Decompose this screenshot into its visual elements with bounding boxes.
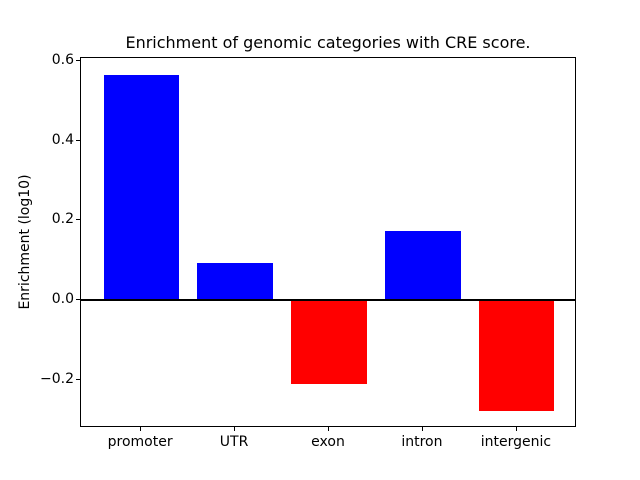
bar-promoter [103, 74, 179, 301]
x-tick-mark [421, 427, 423, 431]
x-tick-mark [234, 427, 236, 431]
y-tick-label: 0.4 [51, 131, 74, 148]
x-tick-mark [515, 427, 517, 431]
plot-area [80, 57, 576, 427]
y-tick-mark [76, 299, 80, 301]
chart-title: Enrichment of genomic categories with CR… [125, 33, 531, 52]
y-tick-mark [76, 139, 80, 141]
bar-exon [291, 300, 367, 385]
x-tick-label-intron: intron [401, 434, 443, 450]
y-tick-label: 0.2 [51, 211, 74, 228]
x-tick-label-promoter: promoter [107, 434, 173, 450]
y-tick-label: −0.2 [40, 371, 74, 388]
bar-UTR [197, 263, 273, 301]
y-tick-label: 0.6 [51, 51, 74, 68]
x-tick-mark [140, 427, 142, 431]
x-tick-label-intergenic: intergenic [480, 434, 552, 450]
y-tick-label: 0.0 [51, 291, 74, 308]
bar-intergenic [479, 300, 555, 411]
x-tick-label-UTR: UTR [219, 434, 249, 450]
y-tick-mark [76, 59, 80, 61]
zero-line [81, 299, 575, 302]
x-tick-label-exon: exon [311, 434, 345, 450]
y-axis-label: Enrichment (log10) [17, 174, 33, 310]
bar-intron [385, 231, 461, 301]
x-tick-mark [328, 427, 329, 431]
y-tick-mark [76, 219, 80, 221]
y-tick-mark [76, 379, 80, 381]
